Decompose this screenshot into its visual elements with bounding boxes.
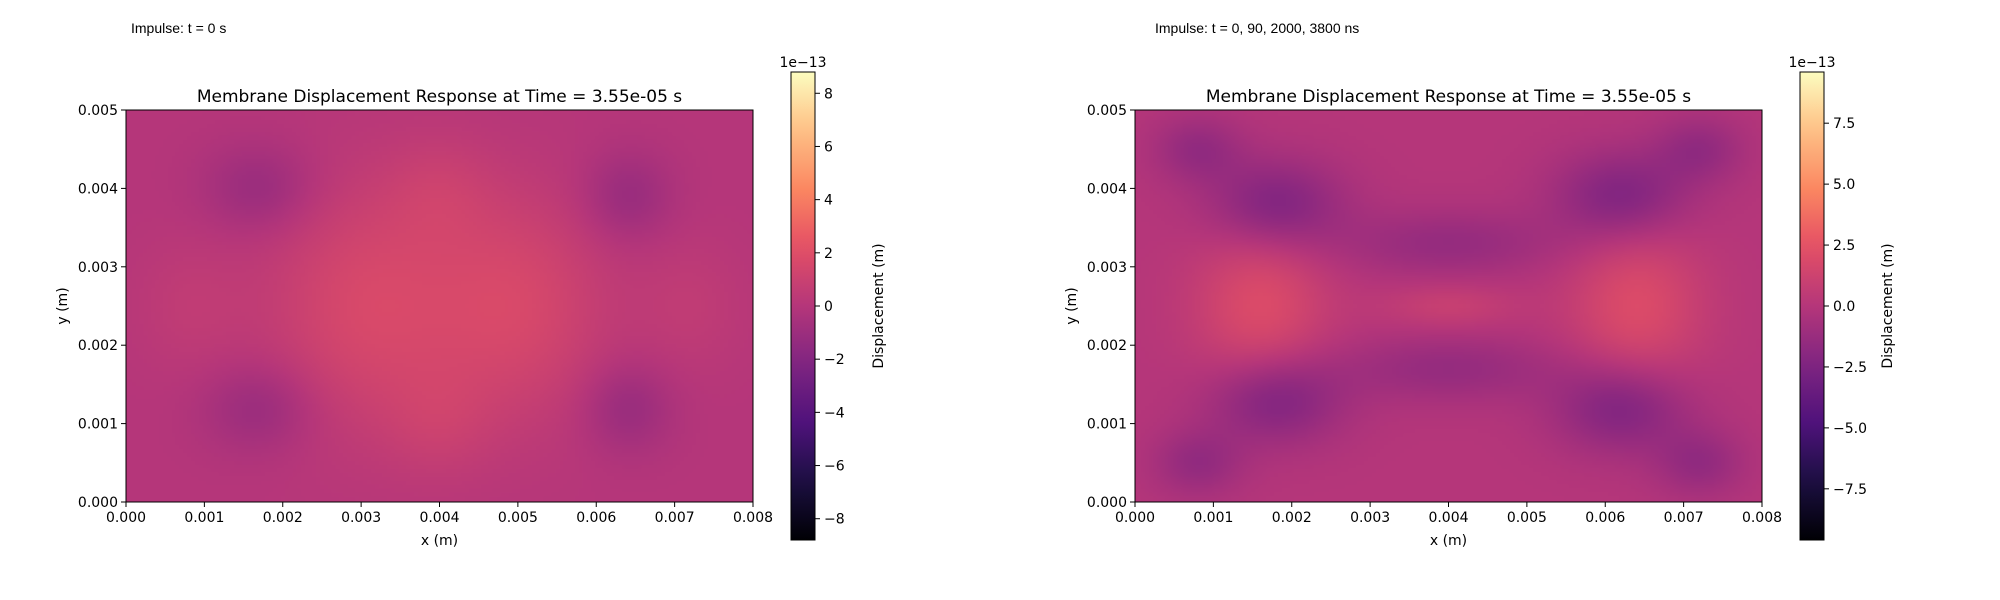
- panel2-colorbar-tick-label: 5.0: [1833, 177, 1855, 193]
- panel2-x-tick-label: 0.001: [1193, 510, 1233, 526]
- panel1-y-tick-label: 0.000: [78, 495, 118, 511]
- panel1-y-tick-label: 0.002: [78, 338, 118, 354]
- panel2-x-axis-label: x (m): [1430, 533, 1467, 549]
- panel1-x-tick-label: 0.004: [419, 510, 459, 526]
- panel2-colorbar-tick-label: 2.5: [1833, 238, 1855, 254]
- panel1-x-axis-label: x (m): [421, 533, 458, 549]
- panel1-y-axis-label: y (m): [55, 287, 71, 324]
- panel2-colorbar-tick-label: 7.5: [1833, 116, 1855, 132]
- panel2-y-tick-label: 0.000: [1087, 495, 1127, 511]
- panel1-x-tick-label: 0.006: [576, 510, 616, 526]
- panel2-colorbar-tick-label: −5.0: [1833, 421, 1867, 437]
- panel2-colorbar-tick-label: −7.5: [1833, 482, 1867, 498]
- panel2-colorbar-tick-label: −2.5: [1833, 360, 1867, 376]
- panel1-y-tick-label: 0.001: [78, 417, 118, 433]
- panel2-y-axis-label: y (m): [1064, 287, 1080, 324]
- panel2-colorbar-offset-label: 1e−13: [1788, 55, 1835, 71]
- panel2-x-tick-label: 0.004: [1428, 510, 1468, 526]
- panel-caption-left: Impulse: t = 0 s: [131, 20, 227, 36]
- panel2-colorbar: [1799, 71, 1825, 541]
- panel1-x-tick-label: 0.008: [733, 510, 773, 526]
- panel1-colorbar: [790, 71, 816, 541]
- panel2-x-tick-label: 0.006: [1585, 510, 1625, 526]
- panel1-x-tick-label: 0.005: [498, 510, 538, 526]
- panel1-colorbar-tick-label: 8: [824, 86, 833, 102]
- panel1-colorbar-offset-label: 1e−13: [779, 55, 826, 71]
- panel2-x-tick-label: 0.000: [1115, 510, 1155, 526]
- panel1-x-tick-label: 0.002: [263, 510, 303, 526]
- panel2-x-tick-label: 0.002: [1272, 510, 1312, 526]
- panel2-colorbar-label: Displacement (m): [1880, 243, 1896, 368]
- panel1-x-tick-label: 0.007: [655, 510, 695, 526]
- panel1-colorbar-tick-label: −4: [824, 405, 845, 421]
- panel1-y-tick-label: 0.005: [78, 103, 118, 119]
- panel1-colorbar-tick-label: −2: [824, 352, 845, 368]
- panel2-colorbar-tick-label: 0.0: [1833, 299, 1855, 315]
- panel1-y-tick-label: 0.004: [78, 181, 118, 197]
- panel1-chart-title: Membrane Displacement Response at Time =…: [197, 87, 682, 107]
- panel1-colorbar-tick-label: −6: [824, 459, 845, 475]
- panel2-chart-title: Membrane Displacement Response at Time =…: [1206, 87, 1691, 107]
- panel-caption-right: Impulse: t = 0, 90, 2000, 3800 ns: [1155, 20, 1360, 36]
- panel2-y-tick-label: 0.002: [1087, 338, 1127, 354]
- panel1-heatmap-field: [126, 110, 753, 502]
- panel1-colorbar-tick-label: 4: [824, 193, 833, 209]
- panel1-x-tick-label: 0.003: [341, 510, 381, 526]
- panel2-x-tick-label: 0.005: [1507, 510, 1547, 526]
- panel1-colorbar-tick-label: −8: [824, 512, 845, 528]
- panel1-colorbar-tick-label: 2: [824, 246, 833, 262]
- panel1-colorbar-tick-label: 6: [824, 139, 833, 155]
- panel1-x-tick-label: 0.000: [106, 510, 146, 526]
- panel2-y-tick-label: 0.003: [1087, 260, 1127, 276]
- panel2-x-tick-label: 0.003: [1350, 510, 1390, 526]
- panel2-x-tick-label: 0.007: [1664, 510, 1704, 526]
- panel2-y-tick-label: 0.001: [1087, 417, 1127, 433]
- panel1-y-tick-label: 0.003: [78, 260, 118, 276]
- panel2-x-tick-label: 0.008: [1742, 510, 1782, 526]
- panel2-y-tick-label: 0.005: [1087, 103, 1127, 119]
- panel2-y-tick-label: 0.004: [1087, 181, 1127, 197]
- panel1-colorbar-tick-label: 0: [824, 299, 833, 315]
- panel1-colorbar-label: Displacement (m): [871, 243, 887, 368]
- panel1-x-tick-label: 0.001: [184, 510, 224, 526]
- panel2-heatmap-field: [1135, 110, 1762, 502]
